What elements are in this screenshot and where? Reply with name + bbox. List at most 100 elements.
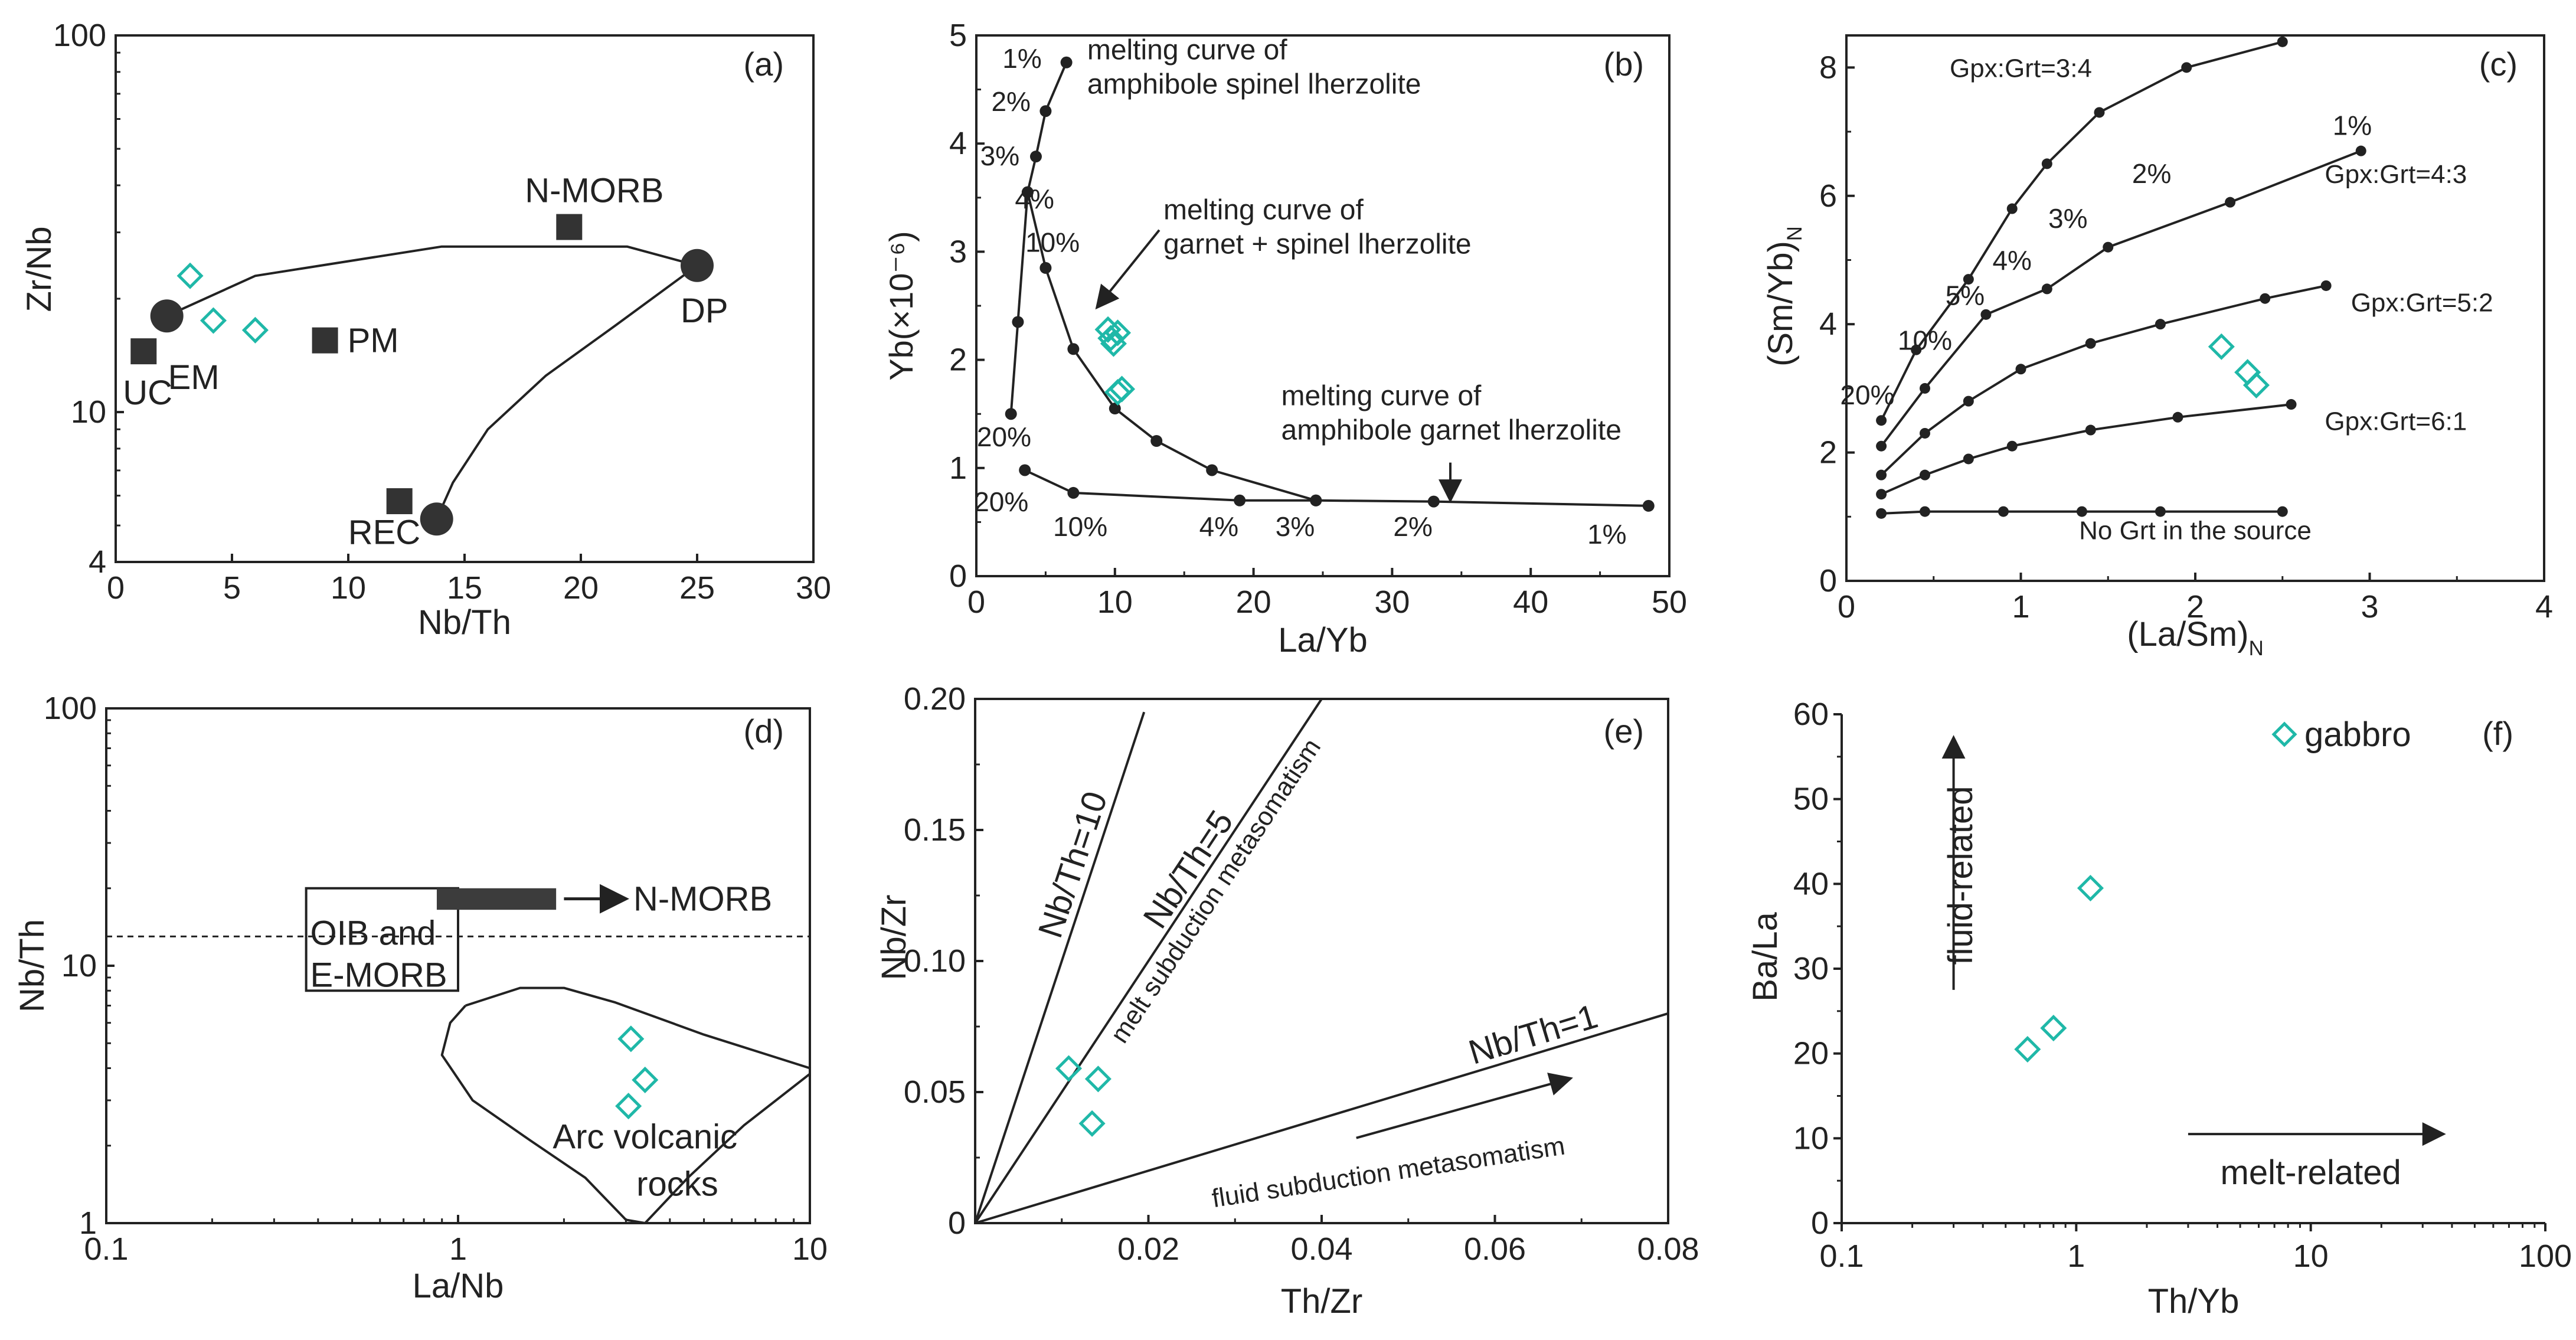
percent-label: 4% — [1992, 245, 2031, 276]
curve-node — [2181, 62, 2192, 73]
y-tick-label: 20 — [1793, 1036, 1829, 1071]
curve-node — [1963, 453, 1974, 465]
percent-label: 4% — [1199, 511, 1238, 542]
y-tick-label: 0.15 — [904, 812, 966, 848]
x-tick-label: 10 — [331, 570, 366, 606]
curve-node — [1109, 403, 1121, 415]
percent-label: 1% — [1002, 43, 1041, 74]
x-tick-label: 20 — [563, 570, 599, 606]
curve-node — [1019, 464, 1031, 476]
y-tick-label: 4 — [89, 544, 106, 580]
sample-point — [2040, 1015, 2067, 1042]
x-tick-label: 2 — [2186, 589, 2204, 625]
endmember-label: N-MORB — [525, 172, 663, 210]
curve-node — [1039, 105, 1052, 117]
curve-node — [1876, 508, 1887, 519]
melting-curve — [1881, 510, 2283, 515]
curve-node — [2094, 107, 2105, 118]
x-tick-label: 30 — [796, 570, 831, 606]
y-tick-label: 0.10 — [904, 943, 966, 979]
endmember-label: REC — [348, 513, 420, 551]
percent-label: 1% — [2333, 110, 2372, 140]
y-tick-label: 6 — [1819, 178, 1837, 214]
y-tick-label: 5 — [949, 18, 967, 53]
x-axis-label: Th/Zr — [1281, 1282, 1363, 1321]
mixing-curve — [435, 264, 698, 520]
x-tick-label: 10 — [1097, 584, 1133, 620]
annotation-arrow — [1095, 229, 1160, 310]
y-tick-label: 4 — [1819, 306, 1837, 342]
sample-point — [632, 1066, 659, 1093]
metasomatism-label: melt subduction metasomatism — [1105, 734, 1326, 1048]
x-tick-label: 25 — [679, 570, 715, 606]
curve-node — [2155, 319, 2166, 330]
y-tick-label: 10 — [61, 948, 97, 983]
curve-node — [2006, 203, 2018, 214]
nmorb-field — [436, 888, 557, 910]
curve-label: Gpx:Grt=4:3 — [2325, 160, 2467, 189]
percent-label: 3% — [1276, 511, 1315, 542]
curve-node — [1963, 396, 1974, 407]
ratio-line — [974, 698, 1323, 1224]
plot-frame — [975, 34, 1671, 577]
y-tick-label: 4 — [949, 126, 967, 161]
y-tick-label: 0 — [1819, 563, 1837, 599]
endmember-label: UC — [123, 374, 172, 412]
x-tick-label: 10 — [792, 1231, 828, 1267]
y-tick-label: 1 — [949, 450, 967, 486]
figure-layer: 0 5 10 15 20 25 30410100(a)Nb/ThZr/NbEMDPRECN-… — [13, 18, 2572, 1321]
curve-node — [2320, 280, 2332, 291]
percent-label: 20% — [977, 421, 1031, 452]
y-tick-label: 10 — [71, 394, 106, 430]
curve-node — [2225, 197, 2236, 208]
endmember-square — [386, 488, 413, 515]
percent-label: 1% — [1587, 519, 1626, 550]
oib-field — [305, 887, 460, 992]
curve-node — [2355, 145, 2366, 156]
x-tick-label: 10 — [2293, 1238, 2329, 1274]
curve-node — [1919, 469, 1930, 481]
panel-a: 0 5 10 15 20 25 30 4 10 100 (a) Nb/Th Zr/Nb EM DP REC N-… — [20, 18, 831, 642]
x-tick-label: 50 — [1652, 584, 1687, 620]
sample-point — [617, 1025, 645, 1053]
y-tick-label: 0 — [949, 558, 967, 594]
curve-label: Gpx:Grt=6:1 — [2325, 407, 2467, 436]
panel-label: (b) — [1604, 45, 1644, 83]
field-label: OIB and — [310, 914, 436, 952]
curve-annotation: melting curve of — [1087, 34, 1287, 66]
curve-node — [1998, 506, 2009, 517]
sample-point — [176, 262, 204, 289]
melting-curve — [1024, 469, 1649, 507]
curve-node — [1876, 469, 1887, 481]
curve-node — [1060, 56, 1073, 68]
y-axis-label: (Sm/Yb)N — [1761, 226, 1806, 367]
curve-node — [1963, 274, 1974, 285]
percent-label: 10% — [1025, 227, 1080, 257]
y-tick-label: 10 — [1793, 1120, 1829, 1156]
curve-annotation: amphibole spinel lherzolite — [1087, 68, 1421, 100]
sample-point — [2242, 371, 2270, 398]
x-tick-label: 0.1 — [1819, 1238, 1864, 1274]
fluid-label: fluid-related — [1941, 786, 1980, 965]
endmember-square — [556, 214, 583, 240]
x-tick-label: 40 — [1513, 584, 1548, 620]
x-axis-label: (La/Sm)N — [2127, 615, 2263, 660]
endmember-label: EM — [168, 358, 220, 397]
endmember-label: PM — [348, 322, 399, 360]
percent-label: 5% — [1946, 280, 1985, 311]
x-axis-label: La/Yb — [1278, 621, 1368, 659]
curve-node — [2041, 283, 2052, 295]
curve-node — [2076, 506, 2087, 517]
ratio-line — [975, 1012, 1669, 1224]
legend-marker — [2271, 721, 2297, 747]
panel-label: (c) — [2479, 45, 2518, 83]
curve-node — [2277, 36, 2288, 47]
y-tick-label: 2 — [1819, 435, 1837, 470]
percent-label: 3% — [2048, 203, 2087, 234]
y-tick-label: 40 — [1793, 866, 1829, 901]
percent-label: 2% — [991, 86, 1030, 117]
curve-node — [1876, 489, 1887, 500]
curve-node — [1980, 309, 1992, 320]
